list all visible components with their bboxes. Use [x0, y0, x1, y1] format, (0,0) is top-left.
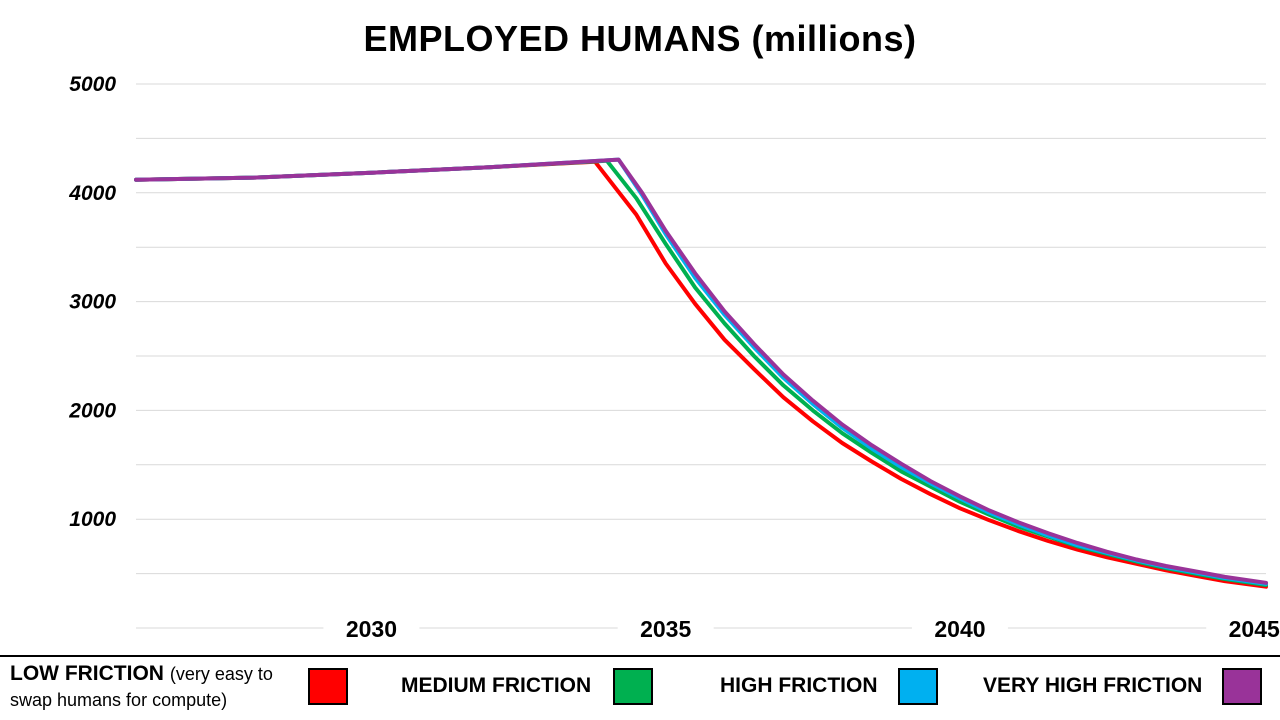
line-chart: 1000 2000 3000 4000 5000 2030 2035 2040 2045: [68, 73, 1280, 642]
x-tick-label-bg: [617, 612, 714, 640]
series-line-high-friction: [134, 157, 1268, 586]
series-line-low-friction: [134, 159, 1268, 589]
series-line-very-high-friction: [134, 157, 1268, 585]
y-tick-label: 1000: [69, 508, 116, 531]
y-axis-ticks: 1000 2000 3000 4000 5000: [68, 73, 116, 531]
legend-swatch-low-friction: [308, 668, 348, 705]
legend-divider: [0, 655, 1280, 657]
x-tick-label: 2035: [640, 616, 691, 642]
x-tick-label-bg: [911, 612, 1008, 640]
legend-item-medium-friction: MEDIUM FRICTION: [401, 674, 591, 698]
chart-title: EMPLOYED HUMANS (millions): [363, 18, 917, 59]
series-line-medium-friction: [134, 158, 1268, 587]
y-tick-label: 2000: [68, 399, 116, 422]
legend-item-low-friction: LOW FRICTION (very easy to swap humans f…: [10, 661, 310, 713]
legend-label-very-high-friction: VERY HIGH FRICTION: [983, 674, 1203, 697]
y-tick-label: 4000: [68, 182, 116, 205]
x-tick-label: 2040: [934, 616, 985, 642]
legend-swatch-medium-friction: [613, 668, 653, 705]
x-axis-ticks: 2030 2035 2040 2045: [323, 612, 1280, 642]
legend-item-high-friction: HIGH FRICTION: [720, 674, 878, 698]
legend-item-very-high-friction: VERY HIGH FRICTION: [983, 674, 1202, 698]
y-tick-label: 3000: [69, 291, 116, 314]
legend-sublabel-low-friction: (very easy to swap humans for compute): [10, 664, 273, 710]
x-tick-label: 2045: [1229, 616, 1280, 642]
legend-label-medium-friction: MEDIUM FRICTION: [401, 674, 592, 697]
x-tick-label: 2030: [346, 616, 397, 642]
legend-label-low-friction: LOW FRICTION: [10, 662, 164, 685]
x-tick-label-bg: [1206, 612, 1280, 640]
series-lines: [134, 157, 1268, 589]
y-tick-label: 5000: [69, 73, 116, 96]
legend-swatch-high-friction: [898, 668, 938, 705]
legend-label-high-friction: HIGH FRICTION: [720, 674, 878, 697]
x-tick-label-bg: [323, 612, 420, 640]
gridlines: [136, 83, 1266, 629]
legend-swatch-very-high-friction: [1222, 668, 1262, 705]
